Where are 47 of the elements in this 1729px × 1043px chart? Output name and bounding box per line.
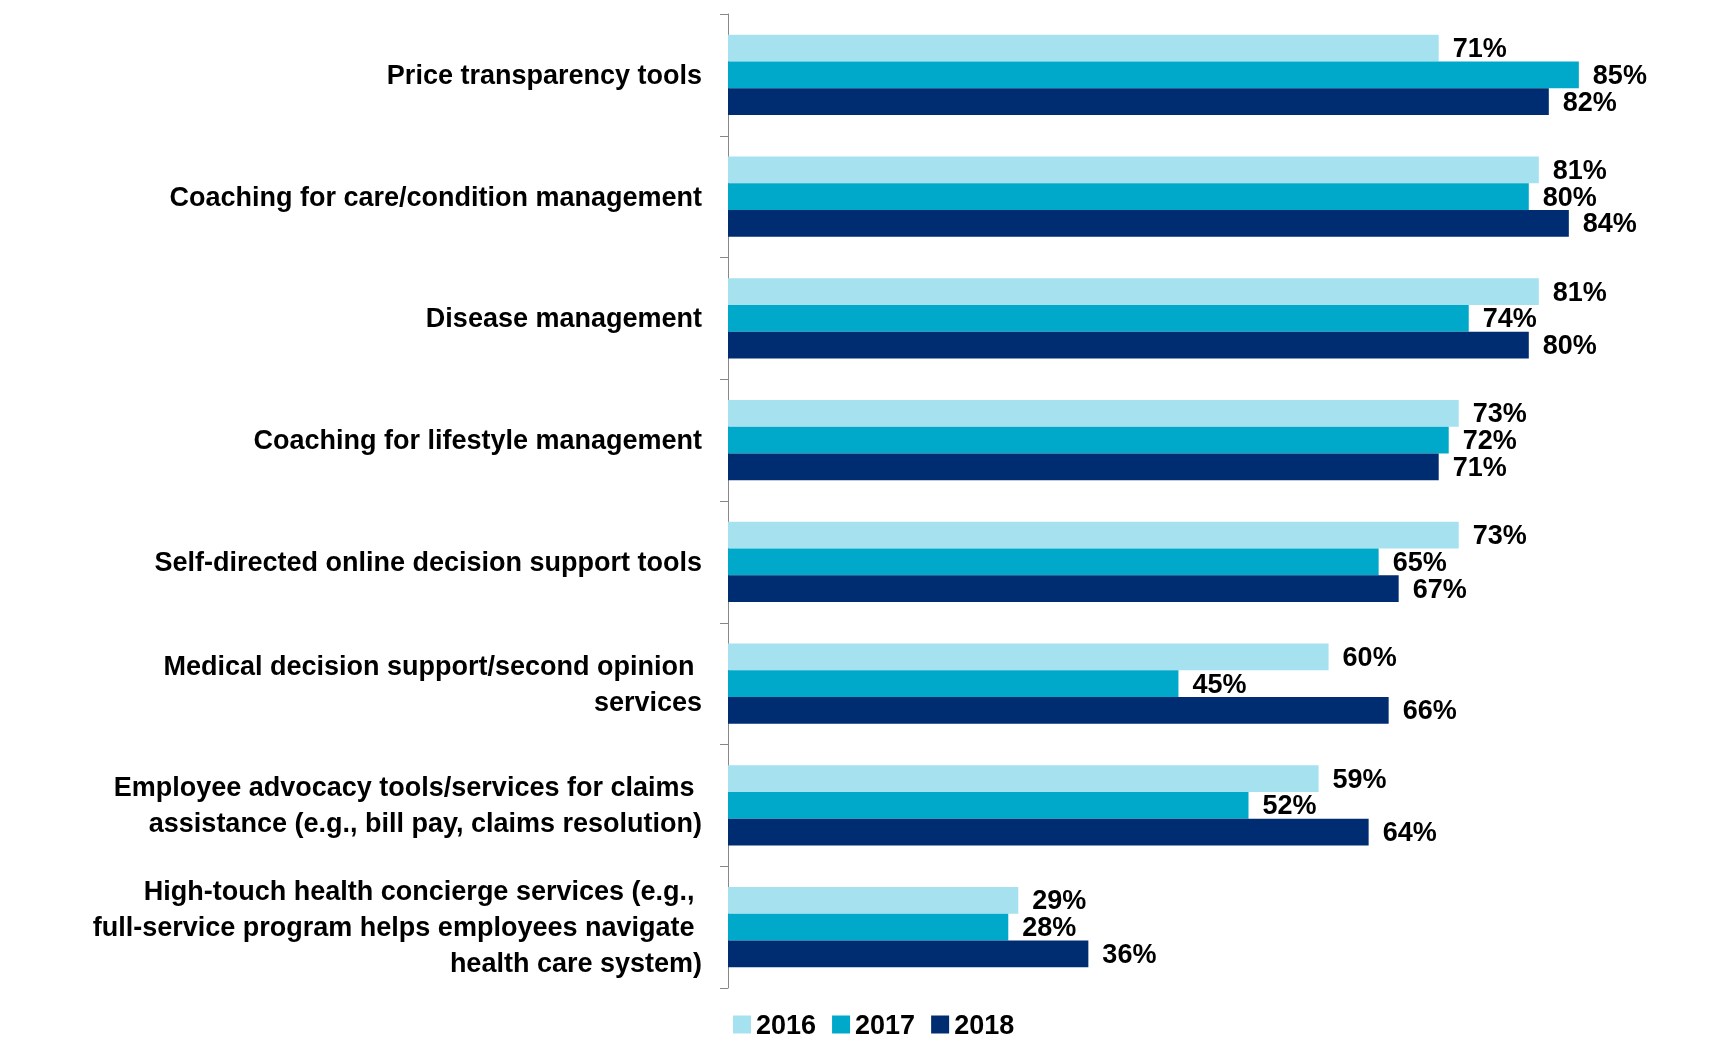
bar — [728, 453, 1439, 481]
bar — [728, 886, 1019, 914]
legend-label: 2017 — [855, 1009, 916, 1040]
data-label: 81% — [1552, 276, 1607, 307]
bar — [728, 765, 1319, 792]
y-tick-label: Price transparency tools — [386, 59, 702, 90]
bar — [728, 156, 1539, 184]
bar — [728, 913, 1009, 941]
bar — [728, 183, 1529, 211]
bar — [728, 643, 1329, 671]
y-tick-label: Medical decision support/second opinion services — [163, 650, 702, 717]
bar — [728, 331, 1529, 359]
data-label: 71% — [1452, 33, 1507, 64]
legend-label: 2018 — [954, 1009, 1015, 1040]
bar — [728, 61, 1579, 89]
bar — [728, 34, 1439, 62]
data-label: 45% — [1192, 668, 1247, 699]
y-tick-label: Employee advocacy tools/services for claims assistance (e.g., bill pay, claims resolution) — [113, 772, 702, 839]
data-label: 59% — [1332, 763, 1387, 794]
bar — [728, 521, 1459, 549]
bar — [728, 278, 1539, 305]
data-label: 36% — [1102, 938, 1157, 969]
y-tick-label: High-touch health concierge services (e.g., full-service program helps employees navigate health care system) — [92, 876, 702, 979]
legend-label: 2016 — [756, 1009, 817, 1040]
y-tick-label: Self-directed online decision support tools — [154, 546, 702, 577]
data-label: 66% — [1402, 695, 1457, 726]
data-label: 74% — [1482, 303, 1537, 334]
y-tick-label: Coaching for lifestyle management — [253, 425, 702, 456]
bar — [728, 399, 1459, 427]
bar — [728, 210, 1569, 237]
y-tick-label: Coaching for care/condition management — [169, 181, 703, 212]
data-label: 73% — [1472, 520, 1527, 551]
bar — [728, 88, 1549, 116]
bar — [728, 818, 1369, 846]
bar — [728, 697, 1389, 724]
bar — [728, 791, 1249, 819]
y-tick-label: Disease management — [425, 303, 702, 334]
data-label: 60% — [1342, 641, 1397, 672]
data-label: 64% — [1382, 817, 1437, 848]
bar — [728, 940, 1089, 968]
bar — [728, 575, 1399, 603]
bar — [728, 304, 1469, 332]
bar — [728, 548, 1379, 576]
bar — [728, 426, 1449, 454]
data-label: 80% — [1542, 330, 1597, 361]
bar — [728, 670, 1179, 698]
data-label: 52% — [1262, 790, 1317, 821]
